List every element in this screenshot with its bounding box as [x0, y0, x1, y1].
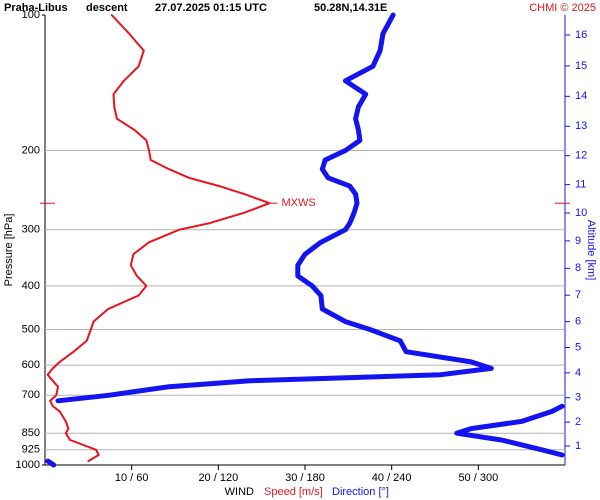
y2-tick-label: 3: [575, 392, 581, 404]
y-tick-label: 925: [22, 444, 40, 456]
y-axis-label: Pressure [hPa]: [3, 214, 15, 287]
direction-line: [454, 403, 565, 458]
legend-speed: Speed [m/s]: [264, 486, 323, 498]
y-tick-label: 700: [22, 389, 40, 401]
y2-tick-label: 9: [575, 235, 581, 247]
y2-tick-label: 5: [575, 341, 581, 353]
y2-tick-label: 12: [575, 150, 587, 162]
y2-tick-label: 16: [575, 29, 587, 41]
credit: CHMI © 2025: [529, 2, 596, 14]
y2-tick-label: 10: [575, 207, 587, 219]
x-tick-label: 20 / 120: [198, 472, 238, 484]
station: Praha-Libus: [4, 2, 68, 14]
y2-tick-label: 13: [575, 120, 587, 132]
y2-tick-label: 6: [575, 316, 581, 328]
y-tick-label: 1000: [16, 459, 40, 471]
direction-line: [45, 458, 57, 468]
y2-tick-label: 8: [575, 262, 581, 274]
y2-tick-label: 1: [575, 440, 581, 452]
legend-direction: Direction [°]: [332, 486, 389, 498]
y2-tick-label: 15: [575, 60, 587, 72]
y2-tick-label: 7: [575, 289, 581, 301]
y-tick-label: 850: [22, 427, 40, 439]
x-tick-label: 10 / 60: [115, 472, 149, 484]
location: 50.28N,14.31E: [314, 2, 387, 14]
y2-tick-label: 11: [575, 178, 586, 190]
x-tick-label: 40 / 240: [372, 472, 412, 484]
x-tick-label: 30 / 180: [285, 472, 325, 484]
y-tick-label: 100: [22, 9, 40, 21]
x-axis-label: WIND: [225, 486, 254, 498]
y-tick-label: 200: [22, 144, 40, 156]
y-tick-label: 500: [22, 323, 40, 335]
y2-tick-label: 14: [575, 90, 587, 102]
x-tick-label: 50 / 300: [458, 472, 498, 484]
y-tick-label: 600: [22, 359, 40, 371]
y-tick-label: 300: [22, 224, 40, 236]
y-tick-label: 400: [22, 280, 40, 292]
direction-line: [55, 12, 494, 404]
mode: descent: [86, 2, 128, 14]
mxws-label: MXWS: [281, 197, 315, 209]
speed-line: [46, 14, 271, 463]
y2-tick-label: 2: [575, 416, 581, 428]
y2-axis-label: Altitude [km]: [585, 220, 597, 281]
time: 27.07.2025 01:15 UTC: [155, 2, 267, 14]
y2-tick-label: 4: [575, 367, 581, 379]
